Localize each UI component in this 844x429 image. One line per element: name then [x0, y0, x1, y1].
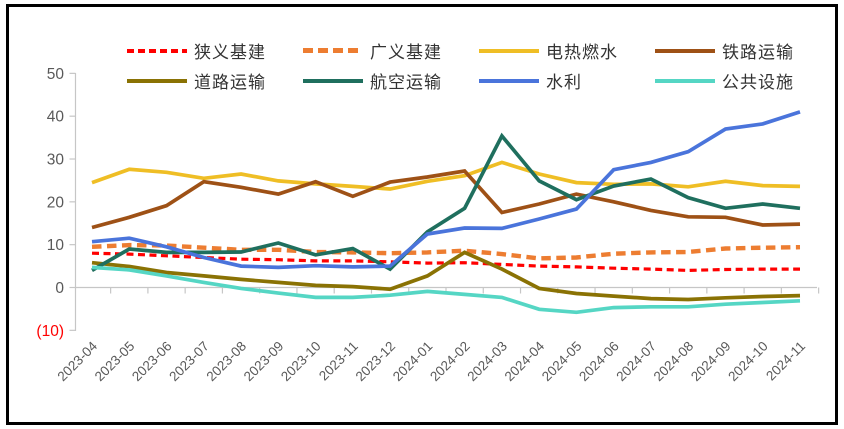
- series-line-railway-transport: [91, 169, 801, 230]
- legend-label: 航空运输: [370, 73, 442, 92]
- legend-line-swatch-water-conservancy: [479, 78, 539, 83]
- x-axis-tick-label: 2023-09: [241, 339, 287, 385]
- series-line-air-transport: [91, 132, 801, 273]
- y-axis-tick-label: 10: [47, 237, 65, 254]
- legend-label: 道路运输: [194, 73, 266, 92]
- x-axis-tick-label: 2024-07: [613, 339, 659, 385]
- x-axis-tick-label: 2024-01: [390, 339, 436, 385]
- y-axis-tick-label: 30: [47, 152, 65, 169]
- legend-line-swatch-power-heat-gas-water: [479, 48, 539, 53]
- x-axis-tick-label: 2024-04: [502, 338, 548, 384]
- y-axis-tick-label: 40: [47, 109, 65, 126]
- x-axis-tick-label: 2024-11: [763, 339, 808, 384]
- chart-border-frame: [6, 4, 838, 425]
- x-axis-tick-label: 2023-11: [316, 339, 361, 384]
- x-axis-tick-label: 2023-06: [129, 339, 175, 385]
- x-axis-tick-label: 2024-06: [576, 339, 622, 385]
- legend-item-narrow-infrastructure: 狭义基建: [127, 40, 303, 62]
- legend-line-swatch-broad-infrastructure: [303, 48, 363, 53]
- legend-item-water-conservancy: 水利: [479, 70, 655, 92]
- x-axis-tick-label: 2023-07: [166, 339, 212, 385]
- legend-item-public-facilities: 公共设施: [655, 70, 831, 92]
- legend-label: 水利: [546, 73, 582, 92]
- series-line-water-conservancy: [91, 110, 801, 270]
- legend-item-road-transport: 道路运输: [127, 70, 303, 92]
- legend-label: 广义基建: [370, 43, 442, 62]
- y-axis-tick-label: 50: [47, 66, 65, 83]
- legend-item-railway-transport: 铁路运输: [655, 40, 831, 62]
- legend-line-swatch-air-transport: [303, 78, 363, 83]
- series-line-public-facilities: [91, 265, 801, 315]
- x-axis-tick-label: 2023-10: [278, 339, 324, 385]
- legend-item-air-transport: 航空运输: [303, 70, 479, 92]
- x-axis-tick-label: 2024-05: [539, 339, 585, 385]
- chart-legend: 狭义基建 广义基建 电热燃水 铁路运输道路运输 航空运输 水利 公共设施: [127, 40, 831, 92]
- x-axis-tick-label: 2023-05: [92, 339, 138, 385]
- x-axis-tick-label: 2024-08: [651, 339, 697, 385]
- legend-line-swatch-narrow-infrastructure: [127, 48, 187, 53]
- legend-line-swatch-railway-transport: [655, 48, 715, 53]
- series-line-power-heat-gas-water: [91, 160, 801, 191]
- x-axis-tick-label: 2024-09: [688, 339, 734, 385]
- x-axis-tick-label: 2023-12: [353, 339, 399, 385]
- legend-line-swatch-road-transport: [127, 78, 187, 83]
- series-line-road-transport: [91, 250, 801, 302]
- x-axis-tick-label: 2023-04: [54, 338, 100, 384]
- x-axis-tick-label: 2024-10: [725, 339, 771, 385]
- y-axis-tick-label: 0: [55, 280, 64, 297]
- legend-label: 铁路运输: [722, 43, 794, 62]
- y-axis-tick-label: (10): [36, 323, 64, 340]
- legend-label: 狭义基建: [194, 43, 266, 62]
- legend-line-swatch-public-facilities: [655, 78, 715, 83]
- legend-label: 公共设施: [722, 73, 794, 92]
- legend-item-broad-infrastructure: 广义基建: [303, 40, 479, 62]
- legend-item-power-heat-gas-water: 电热燃水: [479, 40, 655, 62]
- series-line-broad-infrastructure: [91, 242, 801, 261]
- legend-label: 电热燃水: [546, 43, 618, 62]
- y-axis-tick-label: 20: [47, 194, 65, 211]
- x-axis-tick-label: 2023-08: [204, 339, 250, 385]
- x-axis-tick-label: 2024-02: [427, 339, 473, 385]
- x-axis-tick-label: 2024-03: [464, 339, 510, 385]
